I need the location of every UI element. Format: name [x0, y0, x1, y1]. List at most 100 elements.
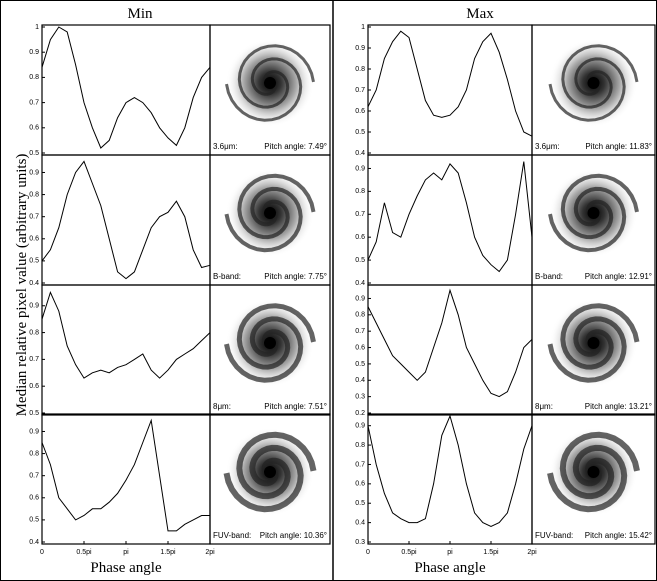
x-tick-label: 0.5pi — [401, 549, 417, 556]
galaxy-image — [223, 428, 317, 516]
y-tick-label: 0.7 — [29, 473, 39, 480]
y-tick-label: 0.5 — [355, 361, 365, 368]
band-label: 3.6μm: — [213, 142, 238, 151]
galaxy-image — [547, 299, 640, 387]
y-tick-label: 0.9 — [355, 165, 365, 172]
pitch-label: Pitch angle: 7.75° — [264, 272, 327, 281]
y-tick-label: 0.6 — [355, 108, 365, 115]
x-tick-label: 2pi — [205, 549, 215, 556]
pitch-label: Pitch angle: 11.83° — [585, 142, 652, 151]
column-title: Min — [127, 6, 153, 22]
plot-frame — [367, 24, 533, 156]
pitch-label: Pitch angle: 12.91° — [585, 272, 652, 281]
y-tick-label: 0.9 — [29, 428, 39, 435]
data-line — [41, 160, 211, 280]
plot-frame — [367, 413, 533, 545]
y-tick-label: 0.6 — [29, 495, 39, 502]
data-line — [367, 30, 533, 137]
y-tick-label: 0.6 — [355, 234, 365, 241]
galaxy-core — [587, 466, 600, 478]
y-tick-label: 0.9 — [29, 169, 39, 176]
y-tick-label: 0.9 — [29, 49, 39, 56]
plot-frame — [41, 284, 211, 416]
image-frame — [209, 413, 331, 545]
pitch-label: Pitch angle: 15.42° — [585, 531, 652, 540]
y-tick-label: 0.7 — [355, 211, 365, 218]
image-frame — [531, 413, 656, 545]
spiral-arm — [225, 57, 303, 122]
y-tick-label: 0.7 — [355, 328, 365, 335]
y-tick-label: 0.9 — [355, 423, 365, 430]
data-line — [367, 161, 533, 273]
image-frame — [531, 284, 656, 416]
band-label: 3.6μm: — [535, 142, 560, 151]
y-tick-label: 0.5 — [29, 150, 39, 157]
galaxy-image — [224, 169, 316, 257]
galaxy-core — [264, 466, 276, 478]
y-tick-label: 0.9 — [29, 303, 39, 310]
spiral-arm — [237, 173, 316, 240]
plot-frame — [367, 284, 533, 416]
x-tick-label: pi — [447, 549, 453, 556]
y-tick-label: 0.8 — [355, 312, 365, 319]
spiral-arm — [547, 316, 627, 383]
spiral-arm — [236, 303, 316, 370]
y-tick-label: 1 — [361, 24, 365, 31]
plot-frame — [41, 154, 211, 286]
y-tick-label: 0.5 — [355, 257, 365, 264]
galaxy-core — [264, 207, 276, 219]
x-tick-label: 0 — [40, 549, 44, 556]
band-label: 8μm: — [213, 402, 231, 411]
y-axis-label: Median relative pixel value (arbitrary u… — [14, 154, 30, 417]
y-tick-label: 0.2 — [355, 410, 365, 417]
y-tick-label: 0.6 — [355, 481, 365, 488]
band-label: B-band: — [213, 272, 241, 281]
spiral-arm — [548, 57, 626, 122]
image-frame — [209, 284, 331, 416]
y-tick-label: 0.4 — [355, 519, 365, 526]
y-tick-label: 0.5 — [355, 500, 365, 507]
y-tick-label: 0.7 — [29, 99, 39, 106]
y-tick-label: 0.4 — [355, 150, 365, 157]
galaxy-image — [547, 428, 640, 516]
x-tick-label: pi — [123, 549, 129, 556]
spiral-arm — [560, 303, 640, 370]
galaxy-image — [224, 299, 316, 387]
spiral-arm — [223, 444, 304, 513]
y-tick-label: 0.5 — [29, 517, 39, 524]
spiral-arm — [237, 44, 315, 109]
y-tick-label: 0.4 — [355, 280, 365, 287]
x-axis-label: Phase angle — [90, 560, 162, 576]
band-label: FUV-band: — [535, 531, 573, 540]
y-tick-label: 0.3 — [355, 393, 365, 400]
spiral-arm — [224, 316, 304, 383]
y-tick-label: 0.7 — [29, 214, 39, 221]
y-tick-label: 0.8 — [355, 442, 365, 449]
galaxy-core — [264, 77, 276, 89]
band-label: FUV-band: — [213, 531, 251, 540]
y-tick-label: 0.4 — [29, 280, 39, 287]
galaxy-core — [587, 77, 600, 89]
pitch-label: Pitch angle: 10.36° — [260, 531, 327, 540]
y-tick-label: 0.5 — [29, 258, 39, 265]
galaxy-core — [264, 337, 276, 349]
spiral-arm — [224, 186, 303, 253]
x-tick-label: 1.5pi — [483, 549, 499, 556]
band-label: 8μm: — [535, 402, 553, 411]
spiral-arm — [548, 186, 627, 253]
pitch-label: Pitch angle: 7.51° — [264, 402, 327, 411]
pitch-label: Pitch angle: 7.49° — [264, 142, 327, 151]
data-line — [41, 26, 211, 149]
y-tick-label: 0.5 — [29, 410, 39, 417]
spiral-arm — [547, 444, 628, 513]
y-tick-label: 0.6 — [29, 125, 39, 132]
y-tick-label: 0.7 — [355, 87, 365, 94]
galaxy-image — [548, 169, 639, 257]
plot-frame — [41, 24, 211, 156]
column-title: Max — [466, 6, 494, 22]
y-tick-label: 1 — [35, 24, 39, 31]
x-tick-label: 0 — [366, 549, 370, 556]
y-tick-label: 0.4 — [29, 539, 39, 546]
x-tick-label: 1.5pi — [160, 549, 176, 556]
